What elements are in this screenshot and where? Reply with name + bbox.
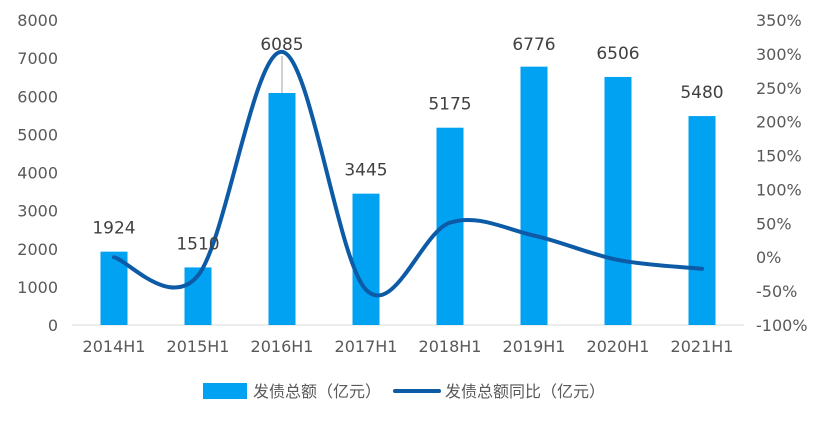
bar — [520, 66, 548, 325]
left-tick-label: 8000 — [17, 11, 58, 30]
left-tick-label: 2000 — [17, 240, 58, 259]
left-tick-label: 0 — [48, 316, 58, 335]
right-axis-ticks: -100% -50% 0% 50% 100% 150% 200% 250% 300% 350% — [756, 11, 808, 335]
bar — [688, 116, 716, 325]
right-tick-label: 200% — [756, 113, 802, 132]
bar-data-label: 6506 — [596, 44, 639, 64]
left-tick-label: 4000 — [17, 164, 58, 183]
x-tick-label: 2015H1 — [167, 337, 230, 356]
right-tick-label: 50% — [756, 214, 792, 233]
right-tick-label: 100% — [756, 180, 802, 199]
bar-series — [100, 66, 716, 326]
left-tick-label: 6000 — [17, 87, 58, 106]
legend-bar-swatch — [203, 383, 247, 399]
x-tick-label: 2016H1 — [251, 337, 314, 356]
x-tick-label: 2021H1 — [671, 337, 734, 356]
right-tick-label: 150% — [756, 147, 802, 166]
left-tick-label: 5000 — [17, 125, 58, 144]
right-tick-label: 300% — [756, 45, 802, 64]
left-axis-ticks: 0 1000 2000 3000 4000 5000 6000 7000 8000 — [17, 11, 58, 335]
bar-data-label: 6776 — [512, 35, 555, 55]
right-tick-label: -50% — [756, 282, 797, 301]
bar — [604, 76, 632, 326]
bar-data-label: 5480 — [680, 83, 723, 103]
bar — [268, 93, 296, 326]
bar — [352, 193, 380, 325]
left-tick-label: 3000 — [17, 202, 58, 221]
left-tick-label: 1000 — [17, 278, 58, 297]
legend-line-label: 发债总额同比（亿元） — [445, 382, 605, 401]
bar-data-label: 6085 — [260, 35, 303, 55]
line-series — [112, 49, 704, 298]
bar-data-labels: 1924 1510 6085 3445 5175 6776 6506 5480 — [92, 35, 723, 254]
right-tick-label: 0% — [756, 248, 781, 267]
legend: 发债总额（亿元） 发债总额同比（亿元） — [203, 382, 605, 401]
x-tick-label: 2014H1 — [83, 337, 146, 356]
x-tick-label: 2020H1 — [587, 337, 650, 356]
x-tick-label: 2017H1 — [335, 337, 398, 356]
bar-data-label: 1510 — [176, 234, 219, 254]
x-axis-ticks: 2014H1 2015H1 2016H1 2017H1 2018H1 2019H1 2020… — [83, 337, 734, 356]
right-tick-label: -100% — [756, 316, 808, 335]
bar-data-label: 5175 — [428, 95, 471, 115]
bar-data-label: 1924 — [92, 219, 135, 239]
x-tick-label: 2018H1 — [419, 337, 482, 356]
right-tick-label: 250% — [756, 79, 802, 98]
bar-data-label: 3445 — [344, 161, 387, 181]
right-tick-label: 350% — [756, 11, 802, 30]
x-tick-label: 2019H1 — [503, 337, 566, 356]
left-tick-label: 7000 — [17, 49, 58, 68]
legend-bar-label: 发债总额（亿元） — [253, 382, 381, 401]
